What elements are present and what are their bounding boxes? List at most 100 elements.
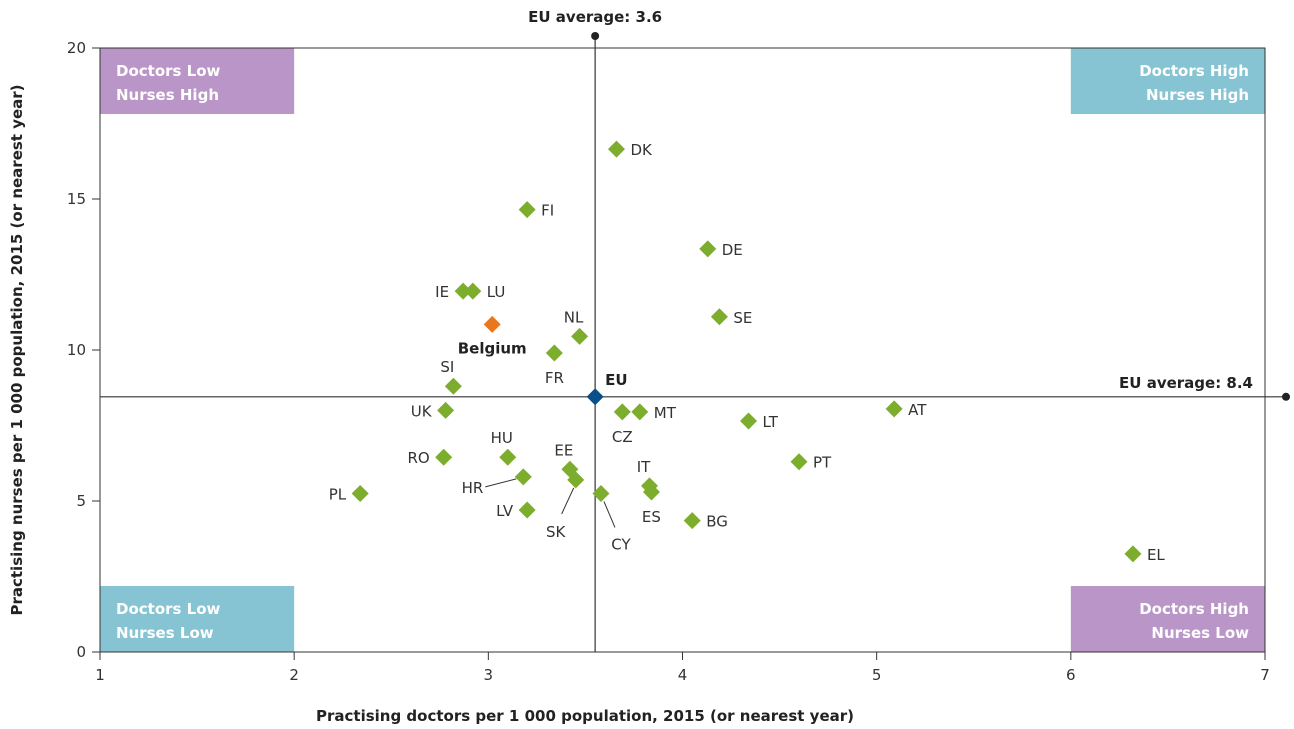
data-point-el: EL [1124, 545, 1165, 564]
y-tick-label: 10 [67, 341, 86, 359]
point-label: RO [407, 449, 429, 467]
quadrant-label-line1: Doctors Low [116, 600, 221, 618]
data-points: DK FI DE IE LU SE Belgium NL FR SI EU AT UK CZ MT LT HU R… [329, 140, 1165, 564]
point-marker [613, 403, 631, 421]
y-tick-label: 15 [67, 190, 86, 208]
data-point-pt: PT [790, 453, 832, 472]
point-label: HU [491, 429, 513, 447]
point-marker [454, 282, 472, 300]
data-point-si: SI [440, 358, 462, 395]
quadrant-box-bg [100, 48, 295, 114]
eu-average-lines: EU average: 3.6 EU average: 8.4 [100, 8, 1290, 652]
point-label: CY [611, 535, 631, 553]
x-tick-label: 3 [484, 666, 494, 684]
quadrant-boxes: Doctors Low Nurses High Doctors High Nurses… [100, 48, 1265, 652]
point-marker [885, 400, 903, 418]
data-point-nl: NL [564, 308, 589, 345]
quadrant-label-line2: Nurses High [1146, 86, 1249, 104]
point-label: BG [706, 513, 728, 531]
point-label: IE [435, 283, 449, 301]
point-marker [642, 483, 660, 501]
y-tick-label: 0 [76, 643, 86, 661]
quadrant-box-bg [1070, 48, 1265, 114]
data-point-lv: LV [496, 501, 536, 520]
eu-average-horizontal-endpoint [1282, 392, 1290, 401]
data-point-lt: LT [740, 412, 779, 431]
y-tick-label: 5 [76, 492, 86, 510]
leader-line [603, 501, 616, 528]
quadrant-bottom-right: Doctors High Nurses Low [1070, 586, 1265, 652]
data-point-hr: HR [462, 468, 532, 497]
data-point-se: SE [710, 308, 752, 327]
data-point-at: AT [885, 400, 927, 419]
x-tick-label: 1 [95, 666, 105, 684]
quadrant-label-line1: Doctors High [1139, 600, 1249, 618]
point-marker [790, 453, 808, 471]
y-axis-title: Practising nurses per 1 000 population, … [8, 84, 26, 615]
data-point-fr: FR [545, 344, 564, 387]
point-label: DE [722, 241, 743, 259]
data-point-hu: HU [491, 429, 517, 466]
point-label: FI [541, 202, 554, 220]
data-point-cy: CY [592, 484, 631, 553]
point-label: UK [411, 402, 433, 420]
point-marker [607, 140, 625, 158]
point-marker [683, 512, 701, 530]
data-point-lu: LU [464, 282, 505, 301]
point-marker [518, 501, 536, 519]
plot-frame [99, 47, 1266, 653]
quadrant-box-bg [1070, 586, 1265, 652]
quadrant-label-line2: Nurses High [116, 86, 219, 104]
point-marker [444, 377, 462, 395]
quadrant-label-line1: Doctors Low [116, 62, 221, 80]
point-marker [699, 240, 717, 258]
leader-line [485, 478, 517, 488]
data-point-fi: FI [518, 201, 554, 220]
data-point-de: DE [699, 240, 743, 259]
point-label: NL [564, 308, 584, 326]
point-label: SI [440, 358, 454, 376]
point-label: Belgium [458, 339, 527, 357]
eu-average-x-label: EU average: 3.6 [528, 8, 662, 26]
point-marker [435, 448, 453, 466]
point-marker [514, 468, 532, 486]
point-label: FR [545, 369, 564, 387]
point-label: AT [908, 401, 927, 419]
point-label: MT [654, 404, 677, 422]
point-marker [437, 401, 455, 419]
x-tick-label: 6 [1066, 666, 1076, 684]
y-tick-label: 20 [67, 39, 86, 57]
axes: 1 2 3 4 5 6 7 0 5 10 15 20 [67, 39, 1270, 684]
point-label: IT [637, 458, 651, 476]
point-label: CZ [612, 428, 633, 446]
point-marker [592, 484, 610, 502]
point-marker [464, 282, 482, 300]
point-marker [586, 388, 604, 406]
point-label: SE [733, 309, 752, 327]
data-point-belgium: Belgium [458, 315, 527, 357]
data-point-uk: UK [411, 401, 455, 420]
data-point-cz: CZ [612, 403, 633, 446]
x-tick-label: 4 [678, 666, 688, 684]
point-marker [567, 471, 585, 489]
point-marker [740, 412, 758, 430]
leader-line [561, 487, 575, 515]
x-axis-title: Practising doctors per 1 000 population,… [316, 707, 854, 725]
data-point-ro: RO [407, 448, 453, 467]
point-marker [518, 201, 536, 219]
point-marker [499, 448, 517, 466]
data-point-es: ES [642, 483, 661, 526]
point-label: ES [642, 508, 661, 526]
point-marker [1124, 545, 1142, 563]
quadrant-label-line2: Nurses Low [1151, 624, 1249, 642]
data-point-bg: BG [683, 512, 728, 531]
point-marker [483, 315, 501, 333]
data-point-pl: PL [329, 484, 369, 503]
point-label: HR [462, 479, 484, 497]
eu-average-y-label: EU average: 8.4 [1119, 374, 1253, 392]
point-label: LT [763, 413, 779, 431]
quadrant-box-bg [100, 586, 295, 652]
point-label: EL [1147, 546, 1165, 564]
data-point-eu: EU [586, 371, 628, 406]
